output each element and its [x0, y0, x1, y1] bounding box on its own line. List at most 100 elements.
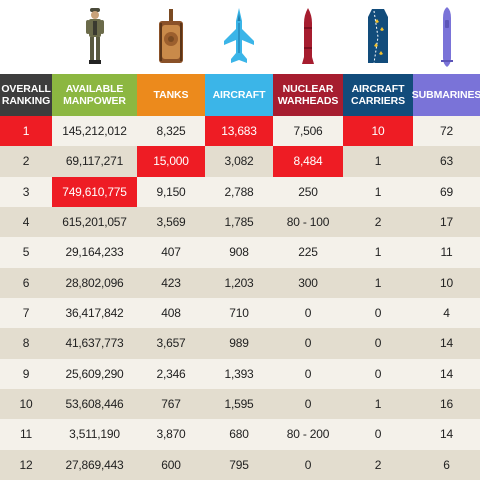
- tanks-cell: 600: [137, 450, 205, 480]
- aircraft-carriers-cell: 1: [343, 177, 413, 207]
- manpower-cell: 749,610,775: [52, 177, 137, 207]
- rank-cell: 4: [0, 207, 52, 237]
- table-row: 7 36,417,842 408 710 0 0 4: [0, 298, 480, 328]
- table-header: OVERALL RANKING AVAILABLE MANPOWER TANKS…: [0, 74, 480, 116]
- table-row: 3 749,610,775 9,150 2,788 250 1 69: [0, 177, 480, 207]
- submarines-cell: 69: [413, 177, 480, 207]
- tanks-cell: 408: [137, 298, 205, 328]
- submarine-icon: [413, 0, 480, 74]
- tanks-cell: 767: [137, 389, 205, 419]
- tanks-cell: 3,870: [137, 419, 205, 449]
- manpower-cell: 53,608,446: [52, 389, 137, 419]
- aircraft-cell: 710: [205, 298, 273, 328]
- rank-cell: 2: [0, 146, 52, 176]
- rank-cell: 12: [0, 450, 52, 480]
- aircraft-cell: 13,683: [205, 116, 273, 146]
- table-row: 4 615,201,057 3,569 1,785 80 - 100 2 17: [0, 207, 480, 237]
- tanks-cell: 3,569: [137, 207, 205, 237]
- table-row: 1 145,212,012 8,325 13,683 7,506 10 72: [0, 116, 480, 146]
- tanks-cell: 2,346: [137, 359, 205, 389]
- manpower-cell: 3,511,190: [52, 419, 137, 449]
- nuclear-warheads-cell: 0: [273, 450, 343, 480]
- manpower-cell: 36,417,842: [52, 298, 137, 328]
- header-overall-ranking: OVERALL RANKING: [0, 74, 52, 116]
- tanks-cell: 9,150: [137, 177, 205, 207]
- manpower-cell: 41,637,773: [52, 328, 137, 358]
- manpower-cell: 29,164,233: [52, 237, 137, 267]
- table-row: 6 28,802,096 423 1,203 300 1 10: [0, 268, 480, 298]
- aircraft-cell: 1,595: [205, 389, 273, 419]
- aircraft-carriers-cell: 1: [343, 237, 413, 267]
- rank-cell: 6: [0, 268, 52, 298]
- submarines-cell: 10: [413, 268, 480, 298]
- tanks-cell: 407: [137, 237, 205, 267]
- nuclear-warheads-cell: 80 - 200: [273, 419, 343, 449]
- rank-cell: 1: [0, 116, 52, 146]
- rank-cell: 5: [0, 237, 52, 267]
- aircraft-carriers-cell: 1: [343, 268, 413, 298]
- nuclear-warheads-cell: 0: [273, 359, 343, 389]
- manpower-cell: 28,802,096: [52, 268, 137, 298]
- aircraft-carriers-cell: 0: [343, 419, 413, 449]
- manpower-cell: 69,117,271: [52, 146, 137, 176]
- table-row: 8 41,637,773 3,657 989 0 0 14: [0, 328, 480, 358]
- aircraft-carrier-icon: [343, 0, 413, 74]
- submarines-cell: 6: [413, 450, 480, 480]
- table-row: 12 27,869,443 600 795 0 2 6: [0, 450, 480, 480]
- nuclear-warheads-cell: 7,506: [273, 116, 343, 146]
- aircraft-carriers-cell: 0: [343, 328, 413, 358]
- submarines-cell: 14: [413, 359, 480, 389]
- aircraft-cell: 989: [205, 328, 273, 358]
- table-body: 1 145,212,012 8,325 13,683 7,506 10 72 2…: [0, 116, 480, 480]
- header-available-manpower: AVAILABLE MANPOWER: [52, 74, 137, 116]
- rank-cell: 10: [0, 389, 52, 419]
- aircraft-cell: 680: [205, 419, 273, 449]
- submarines-cell: 17: [413, 207, 480, 237]
- submarines-cell: 4: [413, 298, 480, 328]
- submarines-cell: 72: [413, 116, 480, 146]
- rank-cell: 9: [0, 359, 52, 389]
- aircraft-cell: 1,785: [205, 207, 273, 237]
- tanks-cell: 3,657: [137, 328, 205, 358]
- aircraft-carriers-cell: 2: [343, 207, 413, 237]
- aircraft-cell: 1,203: [205, 268, 273, 298]
- header-tanks: TANKS: [137, 74, 205, 116]
- table-row: 5 29,164,233 407 908 225 1 11: [0, 237, 480, 267]
- table-row: 9 25,609,290 2,346 1,393 0 0 14: [0, 359, 480, 389]
- aircraft-carriers-cell: 0: [343, 359, 413, 389]
- header-nuclear-warheads: NUCLEAR WARHEADS: [273, 74, 343, 116]
- icons-row: [0, 0, 480, 74]
- submarines-cell: 11: [413, 237, 480, 267]
- nuclear-warheads-cell: 250: [273, 177, 343, 207]
- aircraft-carriers-cell: 1: [343, 146, 413, 176]
- header-aircraft-carriers: AIRCRAFT CARRIERS: [343, 74, 413, 116]
- rank-cell: 8: [0, 328, 52, 358]
- fighter-jet-icon: [205, 0, 273, 74]
- aircraft-cell: 1,393: [205, 359, 273, 389]
- nuclear-warheads-cell: 0: [273, 328, 343, 358]
- submarines-cell: 63: [413, 146, 480, 176]
- nuclear-warheads-cell: 0: [273, 298, 343, 328]
- rank-cell: 11: [0, 419, 52, 449]
- nuclear-warheads-cell: 80 - 100: [273, 207, 343, 237]
- tanks-cell: 8,325: [137, 116, 205, 146]
- aircraft-carriers-cell: 0: [343, 298, 413, 328]
- header-submarines: SUBMARINES: [413, 74, 480, 116]
- rank-cell: 3: [0, 177, 52, 207]
- manpower-cell: 615,201,057: [52, 207, 137, 237]
- table-row: 11 3,511,190 3,870 680 80 - 200 0 14: [0, 419, 480, 449]
- rank-cell: 7: [0, 298, 52, 328]
- table-row: 10 53,608,446 767 1,595 0 1 16: [0, 389, 480, 419]
- aircraft-cell: 908: [205, 237, 273, 267]
- manpower-cell: 25,609,290: [52, 359, 137, 389]
- submarines-cell: 14: [413, 419, 480, 449]
- submarines-cell: 16: [413, 389, 480, 419]
- tanks-cell: 423: [137, 268, 205, 298]
- aircraft-carriers-cell: 1: [343, 389, 413, 419]
- soldier-icon: [52, 0, 137, 74]
- table-row: 2 69,117,271 15,000 3,082 8,484 1 63: [0, 146, 480, 176]
- aircraft-carriers-cell: 10: [343, 116, 413, 146]
- aircraft-cell: 2,788: [205, 177, 273, 207]
- aircraft-carriers-cell: 2: [343, 450, 413, 480]
- tank-icon: [137, 0, 205, 74]
